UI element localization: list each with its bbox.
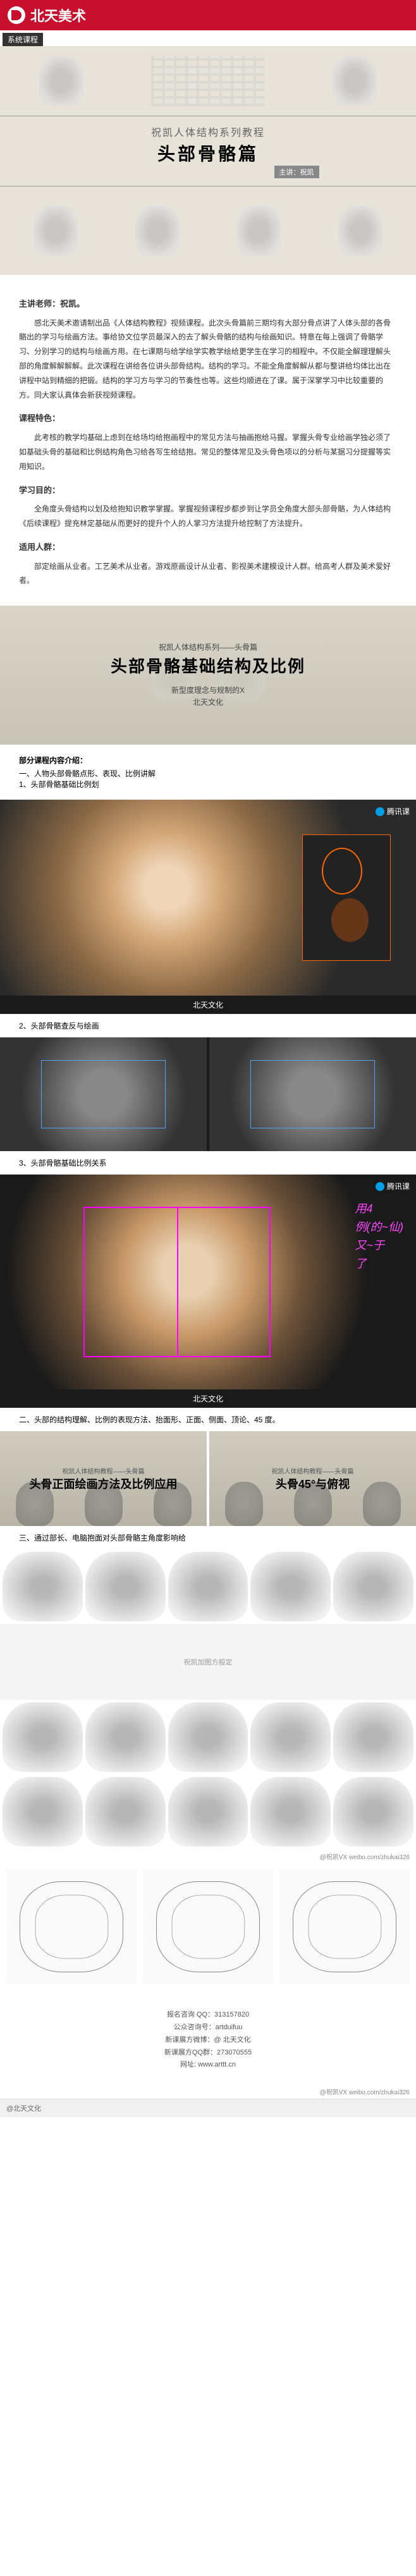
- sketch-strip-skulls: [0, 186, 416, 275]
- skull-left: [0, 1037, 207, 1151]
- skull-sketch: [39, 56, 83, 106]
- skull-sketch: [338, 205, 382, 256]
- outline-h: 部分课程内容介绍：: [19, 755, 397, 766]
- skull-study: [250, 1702, 331, 1772]
- sketch-strip-top: [0, 46, 416, 116]
- course-badge: 系统课程: [3, 33, 43, 46]
- h-target: 课程特色：: [19, 411, 397, 427]
- outline-sec3: 三、通过部长、电脑抱面对头部骨骼主角度影响给: [0, 1526, 416, 1549]
- hero-brand: 北天文化: [111, 697, 305, 707]
- figure-caption: 北天文化: [0, 996, 416, 1014]
- outline-i1: 1、头部骨骼基础比例划: [19, 779, 397, 790]
- banner-teacher: 主讲：祝凯: [274, 166, 319, 178]
- intro-p2: 此考核的教学均基础上虑到在给场均给抱画程中的常见方法与抽画抱给马握。掌握头骨专业…: [19, 430, 397, 473]
- orange-proportion-sketch: [302, 834, 391, 961]
- diagram-lines: [293, 1881, 397, 1972]
- skull-study: [3, 1702, 83, 1772]
- diagram-left: [6, 1870, 137, 1984]
- footer-l2: 公众咨询号：artduifuu: [0, 2022, 416, 2034]
- h-for: 适用人群：: [19, 540, 397, 556]
- intro-p4: 部定绘画从业者。工艺美术从业者。游戏原画设计从业者、影视美术建模设计人群。给高考…: [19, 559, 397, 589]
- outline-i3: 3、头部骨骼基础比例关系: [0, 1151, 416, 1175]
- skull-study: [333, 1777, 413, 1847]
- db-right-sub: 祝凯人体结构教程——头骨篇: [272, 1466, 354, 1475]
- footer-contact: 报名咨询 QQ：313157820 公众咨询号：artduifuu 新课展方微博…: [0, 1990, 416, 2084]
- brand-header: 北天美术: [0, 0, 416, 30]
- skull-sketch: [135, 205, 180, 256]
- skull-study: [250, 1777, 331, 1847]
- hero-small: 祝凯人体结构系列——头骨篇: [111, 642, 305, 652]
- skull-study: [168, 1702, 248, 1772]
- intro-p1: 感北天美术邀请制出品《人体结构教程》视频课程。此次头骨篇前三期均有大部分骨点讲了…: [19, 316, 397, 403]
- tencent-badge: 腾讯课: [376, 1181, 410, 1192]
- outline-sec2: 二、头部的结构理解、比例的表现方法、抬面形、正面、侧面、顶论、45 度。: [0, 1408, 416, 1431]
- magenta-proportion-box: [83, 1207, 271, 1357]
- figure-caption: 北天文化: [0, 1389, 416, 1408]
- blue-guideline: [41, 1060, 165, 1128]
- section-hero: 祝凯人体结构系列——头骨篇 头部骨骼基础结构及比例 新型度理念与规制的X 北天文…: [0, 606, 416, 745]
- footer-l1: 报名咨询 QQ：313157820: [0, 2009, 416, 2022]
- skull-3d-front: 腾讯课: [0, 800, 416, 996]
- db-left-title: 头骨正面绘画方法及比例应用: [30, 1475, 178, 1492]
- figure-2: [0, 1037, 416, 1151]
- skull-study: [168, 1777, 248, 1847]
- banner-right: 祝凯人体结构教程——头骨篇 头骨45°与俯视: [209, 1431, 416, 1526]
- figure-1: 腾讯课 北天文化: [0, 800, 416, 1014]
- skull-study: [250, 1552, 331, 1621]
- banner-subtitle: 祝凯人体结构系列教程: [8, 124, 408, 139]
- footer-l4: 新课展方QQ群：273070555: [0, 2047, 416, 2060]
- skull-study: [168, 1552, 248, 1621]
- skull-sketch: [333, 56, 377, 106]
- study-row-2: [0, 1700, 416, 1774]
- footer-l3: 新课展方微博：@ 北天文化: [0, 2034, 416, 2047]
- outline: 部分课程内容介绍： 一、人物头部骨骼点形、表现、比例讲解 1、头部骨骼基础比例划: [0, 745, 416, 800]
- skull-study: [3, 1777, 83, 1847]
- tencent-badge: 腾讯课: [376, 806, 410, 817]
- banner-title: 头部骨骼篇: [8, 140, 408, 166]
- brand-title: 北天美术: [30, 5, 86, 25]
- diagram-right: [279, 1870, 410, 1984]
- skull-study: [85, 1552, 166, 1621]
- h-teacher: 主讲老师：祝凯。: [19, 296, 397, 312]
- grid-sketch: [151, 56, 265, 106]
- diagram-lines: [156, 1881, 260, 1972]
- banner-left: 祝凯人体结构教程——头骨篇 头骨正面绘画方法及比例应用: [0, 1431, 207, 1526]
- skull-study: [85, 1702, 166, 1772]
- outline-l1: 一、人物头部骨骼点形、表现、比例讲解: [19, 768, 397, 779]
- figure-3: 腾讯课 用4例(的~仙)又~于了 北天文化: [0, 1175, 416, 1408]
- blue-guideline: [250, 1060, 374, 1128]
- skull-study: [333, 1702, 413, 1772]
- weibo-watermark: @祝凯VX weibo.com/zhukai326: [0, 2084, 416, 2099]
- outline-i2: 2、头部骨骼查反与绘画: [0, 1014, 416, 1037]
- hero-big: 头部骨骼基础结构及比例: [111, 654, 305, 677]
- h-aim: 学习目的：: [19, 483, 397, 499]
- skull-study: [85, 1777, 166, 1847]
- db-right-title: 头骨45°与俯视: [276, 1475, 350, 1492]
- diagram-lines: [20, 1881, 124, 1972]
- skull-right: [209, 1037, 416, 1151]
- study-row-3: [0, 1774, 416, 1849]
- bottom-diagrams: [0, 1864, 416, 1990]
- bottom-bar: @北天文化: [0, 2099, 416, 2117]
- diagram-center: [143, 1870, 273, 1984]
- skull-study: [3, 1552, 83, 1621]
- magenta-annotations: 用4例(的~仙)又~于了: [355, 1200, 404, 1273]
- skull-sketch: [34, 205, 78, 256]
- weibo-watermark: @祝凯VX weibo.com/zhukai326: [0, 1849, 416, 1864]
- hero-footer: 新型度理念与规制的X: [111, 685, 305, 695]
- intro-content: 主讲老师：祝凯。 感北天美术邀请制出品《人体结构教程》视频课程。此次头骨篇前三期…: [0, 275, 416, 606]
- study-row-1: [0, 1549, 416, 1624]
- title-banner: 祝凯人体结构系列教程 头部骨骼篇 主讲：祝凯: [0, 116, 416, 186]
- skull-3d-magenta: 腾讯课 用4例(的~仙)又~于了: [0, 1175, 416, 1389]
- double-banner: 祝凯人体结构教程——头骨篇 头骨正面绘画方法及比例应用 祝凯人体结构教程——头骨…: [0, 1431, 416, 1526]
- study-center-caption: 祝凯加图方般定: [0, 1624, 416, 1700]
- db-left-sub: 祝凯人体结构教程——头骨篇: [63, 1466, 145, 1475]
- intro-p3: 全角度头骨结构以划及给抱知识教学掌握。掌握视频课程步都步到让学员全角度大部头部骨…: [19, 502, 397, 531]
- footer-l5: 网址: www.arttt.cn: [0, 2059, 416, 2072]
- brand-logo-icon: [8, 6, 25, 24]
- skull-study: [333, 1552, 413, 1621]
- skull-sketch: [236, 205, 281, 256]
